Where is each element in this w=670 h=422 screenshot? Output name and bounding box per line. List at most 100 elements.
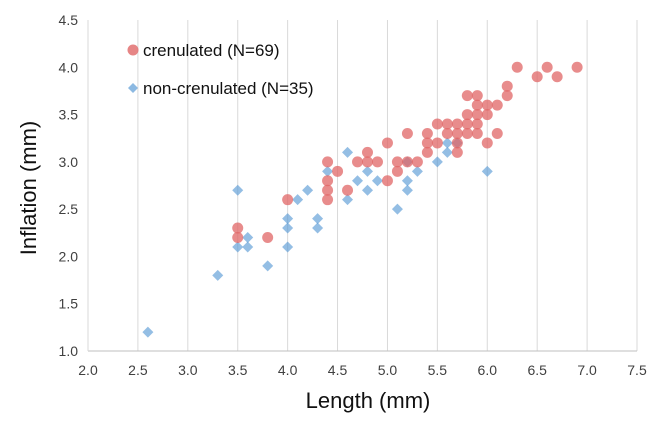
data-point-non-crenulated: [361, 165, 373, 177]
x-tick-label: 2.5: [128, 362, 148, 378]
data-point-crenulated: [501, 80, 513, 92]
legend-label-non-crenulated: non-crenulated (N=35): [143, 79, 314, 98]
x-tick-label: 7.0: [577, 362, 597, 378]
data-point-non-crenulated: [232, 241, 244, 253]
data-point-non-crenulated: [312, 213, 324, 225]
x-tick-label: 6.5: [527, 362, 547, 378]
data-point-non-crenulated: [441, 146, 453, 158]
data-point-crenulated: [451, 137, 463, 149]
data-point-non-crenulated: [352, 175, 364, 187]
x-tick-label: 2.0: [78, 362, 98, 378]
legend-label-crenulated: crenulated (N=69): [143, 41, 280, 60]
y-tick-label: 1.0: [59, 343, 79, 359]
data-point-crenulated: [361, 146, 373, 158]
data-point-crenulated: [471, 99, 483, 111]
data-point-crenulated: [451, 118, 463, 130]
data-point-non-crenulated: [342, 146, 354, 158]
data-point-crenulated: [421, 146, 433, 158]
data-point-non-crenulated: [242, 241, 254, 253]
plot-axes: [87, 20, 637, 352]
data-point-non-crenulated: [401, 175, 413, 187]
data-point-crenulated: [431, 118, 443, 130]
data-point-crenulated: [491, 127, 503, 139]
data-point-crenulated: [381, 175, 393, 187]
data-point-crenulated: [461, 90, 473, 102]
data-point-crenulated: [322, 184, 334, 196]
x-tick-label: 3.5: [228, 362, 248, 378]
y-tick-labels: 1.0 1.5 2.0 2.5 3.0 3.5 4.0 4.5: [59, 12, 79, 359]
data-point-crenulated: [491, 99, 503, 111]
data-point-crenulated: [361, 156, 373, 168]
x-tick-label: 3.0: [178, 362, 198, 378]
data-point-crenulated: [531, 71, 543, 83]
y-axis-title: Inflation (mm): [16, 121, 41, 255]
data-point-non-crenulated: [312, 222, 324, 234]
data-point-non-crenulated: [232, 184, 244, 196]
y-tick-label: 3.0: [59, 154, 79, 170]
y-tick-label: 1.5: [59, 296, 79, 312]
data-point-crenulated: [451, 146, 463, 158]
data-point-non-crenulated: [411, 165, 423, 177]
data-point-non-crenulated: [292, 194, 304, 206]
data-point-crenulated: [322, 175, 334, 187]
data-point-crenulated: [441, 127, 453, 139]
data-point-crenulated: [401, 156, 413, 168]
data-point-crenulated: [571, 61, 583, 73]
data-point-crenulated: [391, 156, 403, 168]
data-point-crenulated: [511, 61, 523, 73]
data-point-crenulated: [551, 71, 563, 83]
data-point-crenulated: [232, 232, 244, 244]
data-point-crenulated: [352, 156, 364, 168]
y-tick-label: 4.0: [59, 59, 79, 75]
legend: crenulated (N=69) non-crenulated (N=35): [127, 41, 314, 98]
legend-marker-crenulated: [127, 44, 139, 56]
data-point-crenulated: [481, 99, 493, 111]
x-tick-label: 4.0: [278, 362, 298, 378]
x-tick-label: 4.5: [328, 362, 348, 378]
data-point-crenulated: [322, 156, 334, 168]
data-point-crenulated: [441, 118, 453, 130]
data-point-crenulated: [421, 137, 433, 149]
vertical-gridlines: [87, 20, 638, 351]
data-point-crenulated: [332, 165, 344, 177]
data-point-non-crenulated: [342, 194, 354, 206]
x-tick-label: 6.0: [478, 362, 498, 378]
data-point-non-crenulated: [431, 156, 443, 168]
data-point-crenulated: [342, 184, 354, 196]
data-point-crenulated: [461, 109, 473, 121]
data-point-crenulated: [411, 156, 423, 168]
data-point-non-crenulated: [441, 137, 453, 149]
x-axis-title: Length (mm): [306, 388, 431, 413]
data-point-crenulated: [471, 118, 483, 130]
data-point-non-crenulated: [242, 232, 254, 244]
data-point-crenulated: [461, 127, 473, 139]
x-tick-label: 5.0: [378, 362, 398, 378]
data-point-non-crenulated: [401, 184, 413, 196]
data-point-crenulated: [401, 127, 413, 139]
data-point-crenulated: [262, 232, 274, 244]
data-point-crenulated: [371, 156, 383, 168]
data-point-non-crenulated: [282, 213, 294, 225]
data-point-crenulated: [431, 137, 443, 149]
data-point-crenulated: [481, 137, 493, 149]
data-point-crenulated: [461, 118, 473, 130]
data-point-crenulated: [471, 90, 483, 102]
x-tick-labels: 2.0 2.5 3.0 3.5 4.0 4.5 5.0 5.5 6.0 6.5 7.0 7.5: [78, 362, 647, 378]
data-point-crenulated: [232, 222, 244, 234]
data-point-non-crenulated: [302, 184, 314, 196]
data-point-non-crenulated: [212, 269, 224, 281]
data-point-non-crenulated: [282, 222, 294, 234]
data-point-crenulated: [471, 127, 483, 139]
data-point-crenulated: [322, 194, 334, 206]
data-point-crenulated: [501, 90, 513, 102]
data-point-crenulated: [381, 137, 393, 149]
data-point-non-crenulated: [361, 184, 373, 196]
data-point-crenulated: [541, 61, 553, 73]
y-tick-label: 3.5: [59, 107, 79, 123]
y-tick-label: 4.5: [59, 12, 79, 28]
data-point-crenulated: [282, 194, 294, 206]
data-point-non-crenulated: [282, 241, 294, 253]
data-point-crenulated: [471, 109, 483, 121]
